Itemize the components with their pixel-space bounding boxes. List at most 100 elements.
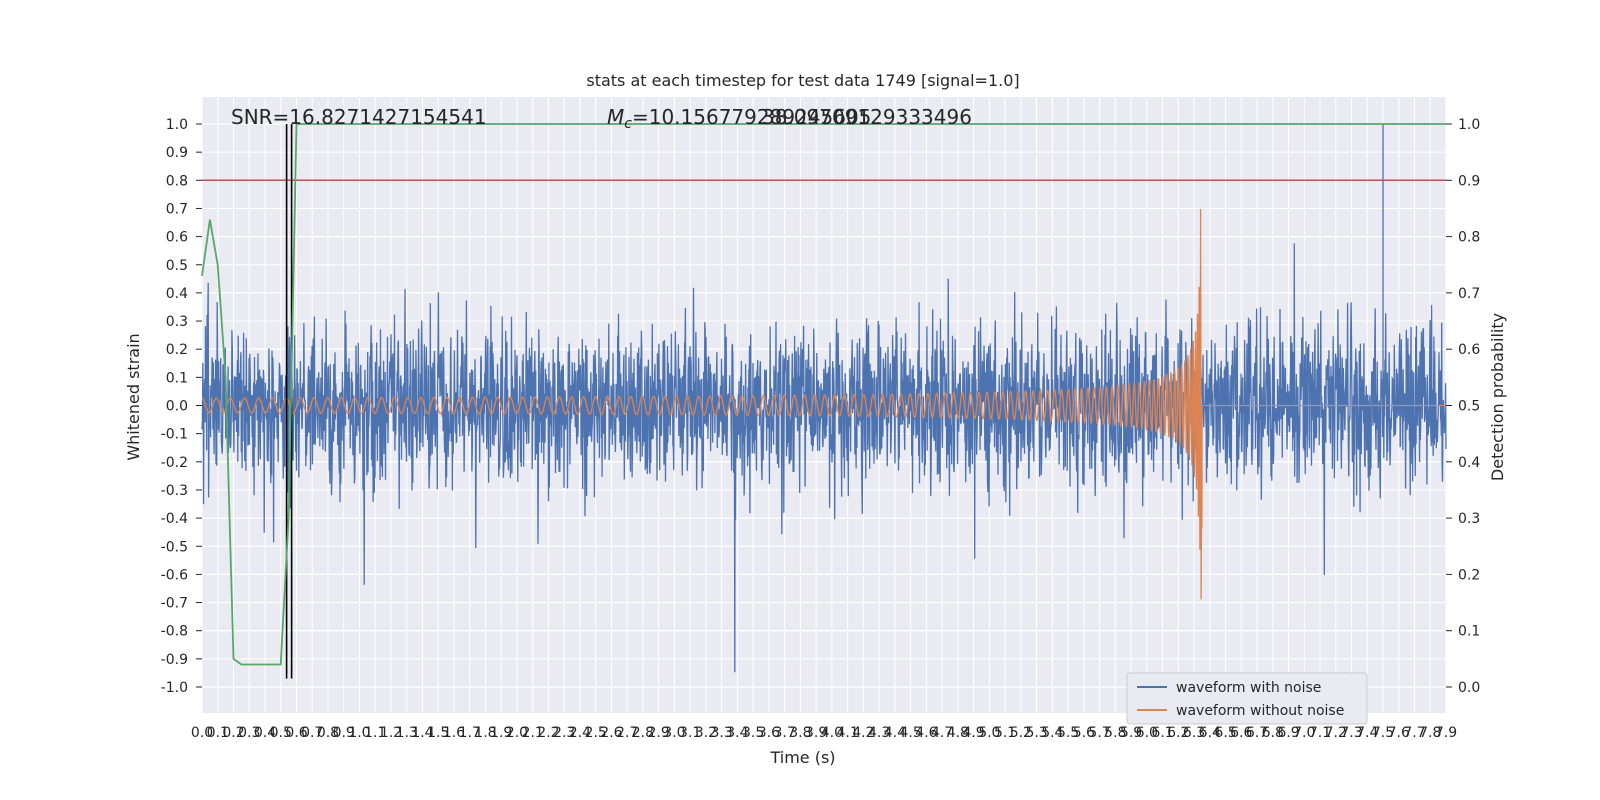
y-tick-label: 0.6 (166, 230, 188, 246)
x-tick-label: 3.5 (742, 725, 764, 741)
x-tick-label: 3.2 (695, 725, 717, 741)
y2-tick-label: 0.5 (1458, 399, 1480, 415)
x-tick-label: 2.6 (600, 725, 622, 741)
y-tick-label: -0.9 (161, 652, 188, 668)
x-tick-label: 6.9 (1277, 725, 1299, 741)
x-tick-label: 4.7 (931, 725, 953, 741)
x-tick-label: 5.6 (1073, 725, 1095, 741)
x-tick-label: 5.8 (1104, 725, 1126, 741)
x-tick-label: 7.1 (1309, 725, 1331, 741)
x-tick-label: 1.8 (474, 725, 496, 741)
x-tick-label: 0.4 (254, 725, 276, 741)
mc-annotation: Mc=10.156779289245605 (607, 105, 871, 132)
x-tick-label: 4.3 (868, 725, 890, 741)
x-tick-label: 6.1 (1151, 725, 1173, 741)
x-tick-label: 0.0 (191, 725, 213, 741)
axis-ticks: 0.00.10.20.30.40.50.60.70.80.91.01.11.21… (161, 117, 1481, 741)
y2-tick-label: 0.9 (1458, 173, 1480, 189)
y-tick-label: 0.3 (166, 314, 188, 330)
y2-tick-label: 0.6 (1458, 342, 1480, 358)
x-tick-label: 2.9 (648, 725, 670, 741)
x-axis-label: Time (s) (769, 748, 835, 767)
y-tick-label: -1.0 (161, 680, 188, 696)
y-tick-label: 0.5 (166, 258, 188, 274)
y-tick-label: 0.0 (166, 399, 188, 415)
x-tick-label: 5.9 (1120, 725, 1142, 741)
x-tick-label: 1.3 (396, 725, 418, 741)
x-tick-label: 3.4 (726, 725, 748, 741)
clean-waveform-series (201, 209, 1446, 600)
chart-title: stats at each timestep for test data 174… (586, 71, 1019, 90)
y-tick-label: -0.1 (161, 427, 188, 443)
x-tick-label: 4.9 (962, 725, 984, 741)
x-tick-label: 6.8 (1262, 725, 1284, 741)
x-tick-label: 6.7 (1246, 725, 1268, 741)
y2-tick-label: 1.0 (1458, 117, 1480, 133)
x-tick-label: 6.6 (1230, 725, 1252, 741)
x-tick-label: 7.5 (1372, 725, 1394, 741)
x-tick-label: 4.4 (884, 725, 906, 741)
x-tick-label: 3.6 (758, 725, 780, 741)
x-tick-label: 6.0 (1136, 725, 1158, 741)
x-tick-label: 3.3 (711, 725, 733, 741)
x-tick-label: 7.0 (1293, 725, 1315, 741)
x-tick-label: 7.7 (1403, 725, 1425, 741)
x-tick-label: 0.7 (301, 725, 323, 741)
x-tick-label: 3.0 (663, 725, 685, 741)
y-tick-label: -0.5 (161, 539, 188, 555)
noise-waveform-line (201, 124, 1447, 673)
x-tick-label: 2.7 (616, 725, 638, 741)
x-tick-label: 4.2 (852, 725, 874, 741)
x-tick-label: 6.4 (1199, 725, 1221, 741)
y2-tick-label: 0.7 (1458, 286, 1480, 302)
x-tick-label: 4.0 (821, 725, 843, 741)
y-tick-label: 0.2 (166, 342, 188, 358)
y-tick-label: -0.8 (161, 624, 188, 640)
x-tick-label: 0.5 (270, 725, 292, 741)
x-tick-label: 3.9 (805, 725, 827, 741)
x-tick-label: 1.4 (411, 725, 433, 741)
x-tick-label: 2.8 (632, 725, 654, 741)
y-tick-label: 0.7 (166, 201, 188, 217)
x-tick-label: 6.3 (1183, 725, 1205, 741)
x-tick-label: 0.9 (333, 725, 355, 741)
x-tick-label: 4.5 (899, 725, 921, 741)
x-tick-label: 4.1 (836, 725, 858, 741)
y2-axis-label: Detection probability (1488, 313, 1507, 481)
y2-tick-label: 0.8 (1458, 230, 1480, 246)
x-tick-label: 0.8 (317, 725, 339, 741)
x-tick-label: 2.4 (569, 725, 591, 741)
x-tick-label: 4.8 (947, 725, 969, 741)
detection-probability-line (201, 123, 1446, 666)
y2-tick-label: 0.4 (1458, 455, 1480, 471)
x-tick-label: 2.3 (553, 725, 575, 741)
x-tick-label: 2.0 (506, 725, 528, 741)
x-tick-label: 6.5 (1214, 725, 1236, 741)
x-tick-label: 4.6 (915, 725, 937, 741)
y-tick-label: -0.7 (161, 596, 188, 612)
x-tick-label: 1.0 (348, 725, 370, 741)
y2-tick-label: 0.3 (1458, 511, 1480, 527)
x-tick-label: 3.8 (789, 725, 811, 741)
x-tick-label: 7.4 (1356, 725, 1378, 741)
x-tick-label: 1.7 (459, 725, 481, 741)
y-tick-label: -0.6 (161, 567, 188, 583)
x-tick-label: 3.7 (774, 725, 796, 741)
x-tick-label: 6.2 (1167, 725, 1189, 741)
x-tick-label: 1.2 (380, 725, 402, 741)
legend-box (1126, 672, 1368, 725)
x-tick-label: 2.1 (522, 725, 544, 741)
overlay-lines (201, 123, 1446, 679)
x-tick-label: 2.2 (537, 725, 559, 741)
x-tick-label: 7.3 (1340, 725, 1362, 741)
x-tick-label: 5.7 (1088, 725, 1110, 741)
x-tick-label: 1.6 (443, 725, 465, 741)
noise-waveform-series (201, 124, 1447, 673)
x-tick-label: 7.9 (1435, 725, 1457, 741)
snr-annotation: SNR=16.8271427154541 (231, 105, 487, 129)
legend: waveform with noise waveform without noi… (1126, 672, 1368, 725)
y-tick-label: 1.0 (166, 117, 188, 133)
x-tick-label: 5.5 (1057, 725, 1079, 741)
y2-tick-label: 0.1 (1458, 624, 1480, 640)
